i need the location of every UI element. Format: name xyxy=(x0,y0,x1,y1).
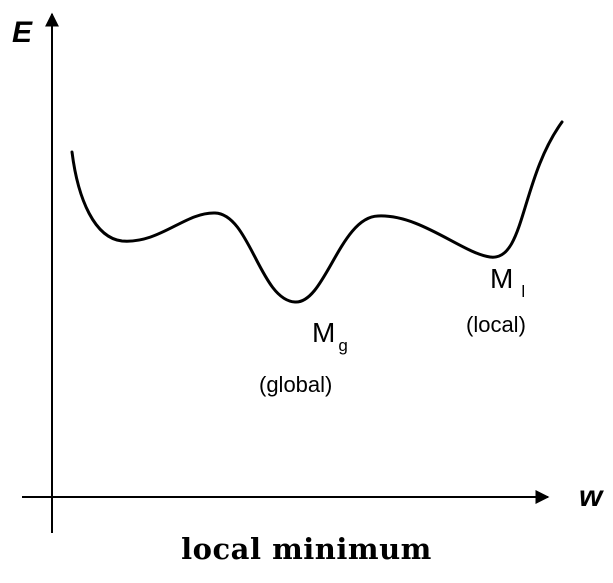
local-minimum-subscript: l xyxy=(521,282,525,301)
x-axis-label: w xyxy=(579,480,604,513)
figure-caption: local minimum xyxy=(181,532,432,566)
y-axis-label: E xyxy=(12,16,33,49)
global-minimum-subscript: g xyxy=(338,336,347,355)
global-minimum-note: (global) xyxy=(259,372,332,397)
svg-text:Ml: Ml xyxy=(490,263,525,301)
global-minimum-symbol: M xyxy=(312,317,335,348)
energy-curve xyxy=(70,120,564,304)
svg-text:Mg: Mg xyxy=(312,317,348,355)
local-minimum-symbol: M xyxy=(490,263,513,294)
local-minimum-note: (local) xyxy=(466,312,526,337)
